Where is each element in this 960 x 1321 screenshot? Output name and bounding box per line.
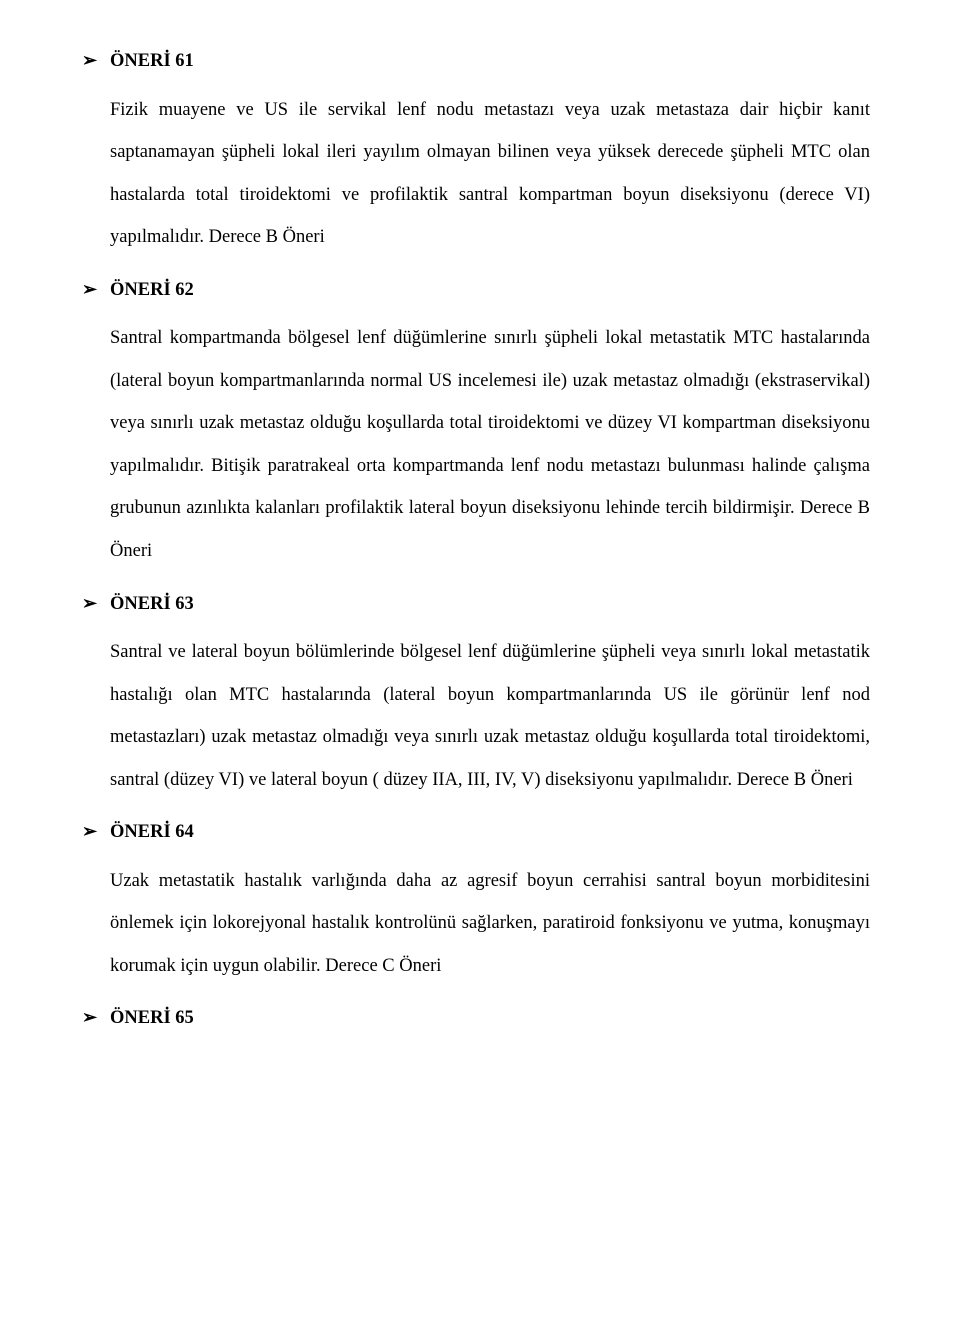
heading-64-text: ÖNERİ 64 [110, 822, 194, 842]
heading-62: ➢ ÖNERİ 62 [110, 269, 870, 312]
body-61: Fizik muayene ve US ile servikal lenf no… [110, 89, 870, 259]
heading-61: ➢ ÖNERİ 61 [110, 40, 870, 83]
bullet-icon: ➢ [82, 811, 97, 852]
heading-61-text: ÖNERİ 61 [110, 51, 194, 71]
body-64: Uzak metastatik hastalık varlığında daha… [110, 860, 870, 988]
heading-65-text: ÖNERİ 65 [110, 1008, 194, 1028]
section-63: ➢ ÖNERİ 63 Santral ve lateral boyun bölü… [110, 583, 870, 802]
heading-64: ➢ ÖNERİ 64 [110, 811, 870, 854]
body-63: Santral ve lateral boyun bölümlerinde bö… [110, 631, 870, 801]
heading-63-text: ÖNERİ 63 [110, 594, 194, 614]
heading-62-text: ÖNERİ 62 [110, 280, 194, 300]
section-65: ➢ ÖNERİ 65 [110, 997, 870, 1040]
section-64: ➢ ÖNERİ 64 Uzak metastatik hastalık varl… [110, 811, 870, 987]
bullet-icon: ➢ [82, 269, 97, 310]
heading-65: ➢ ÖNERİ 65 [110, 997, 870, 1040]
bullet-icon: ➢ [82, 997, 97, 1038]
body-62: Santral kompartmanda bölgesel lenf düğüm… [110, 317, 870, 572]
section-62: ➢ ÖNERİ 62 Santral kompartmanda bölgesel… [110, 269, 870, 573]
bullet-icon: ➢ [82, 40, 97, 81]
bullet-icon: ➢ [82, 583, 97, 624]
heading-63: ➢ ÖNERİ 63 [110, 583, 870, 626]
section-61: ➢ ÖNERİ 61 Fizik muayene ve US ile servi… [110, 40, 870, 259]
